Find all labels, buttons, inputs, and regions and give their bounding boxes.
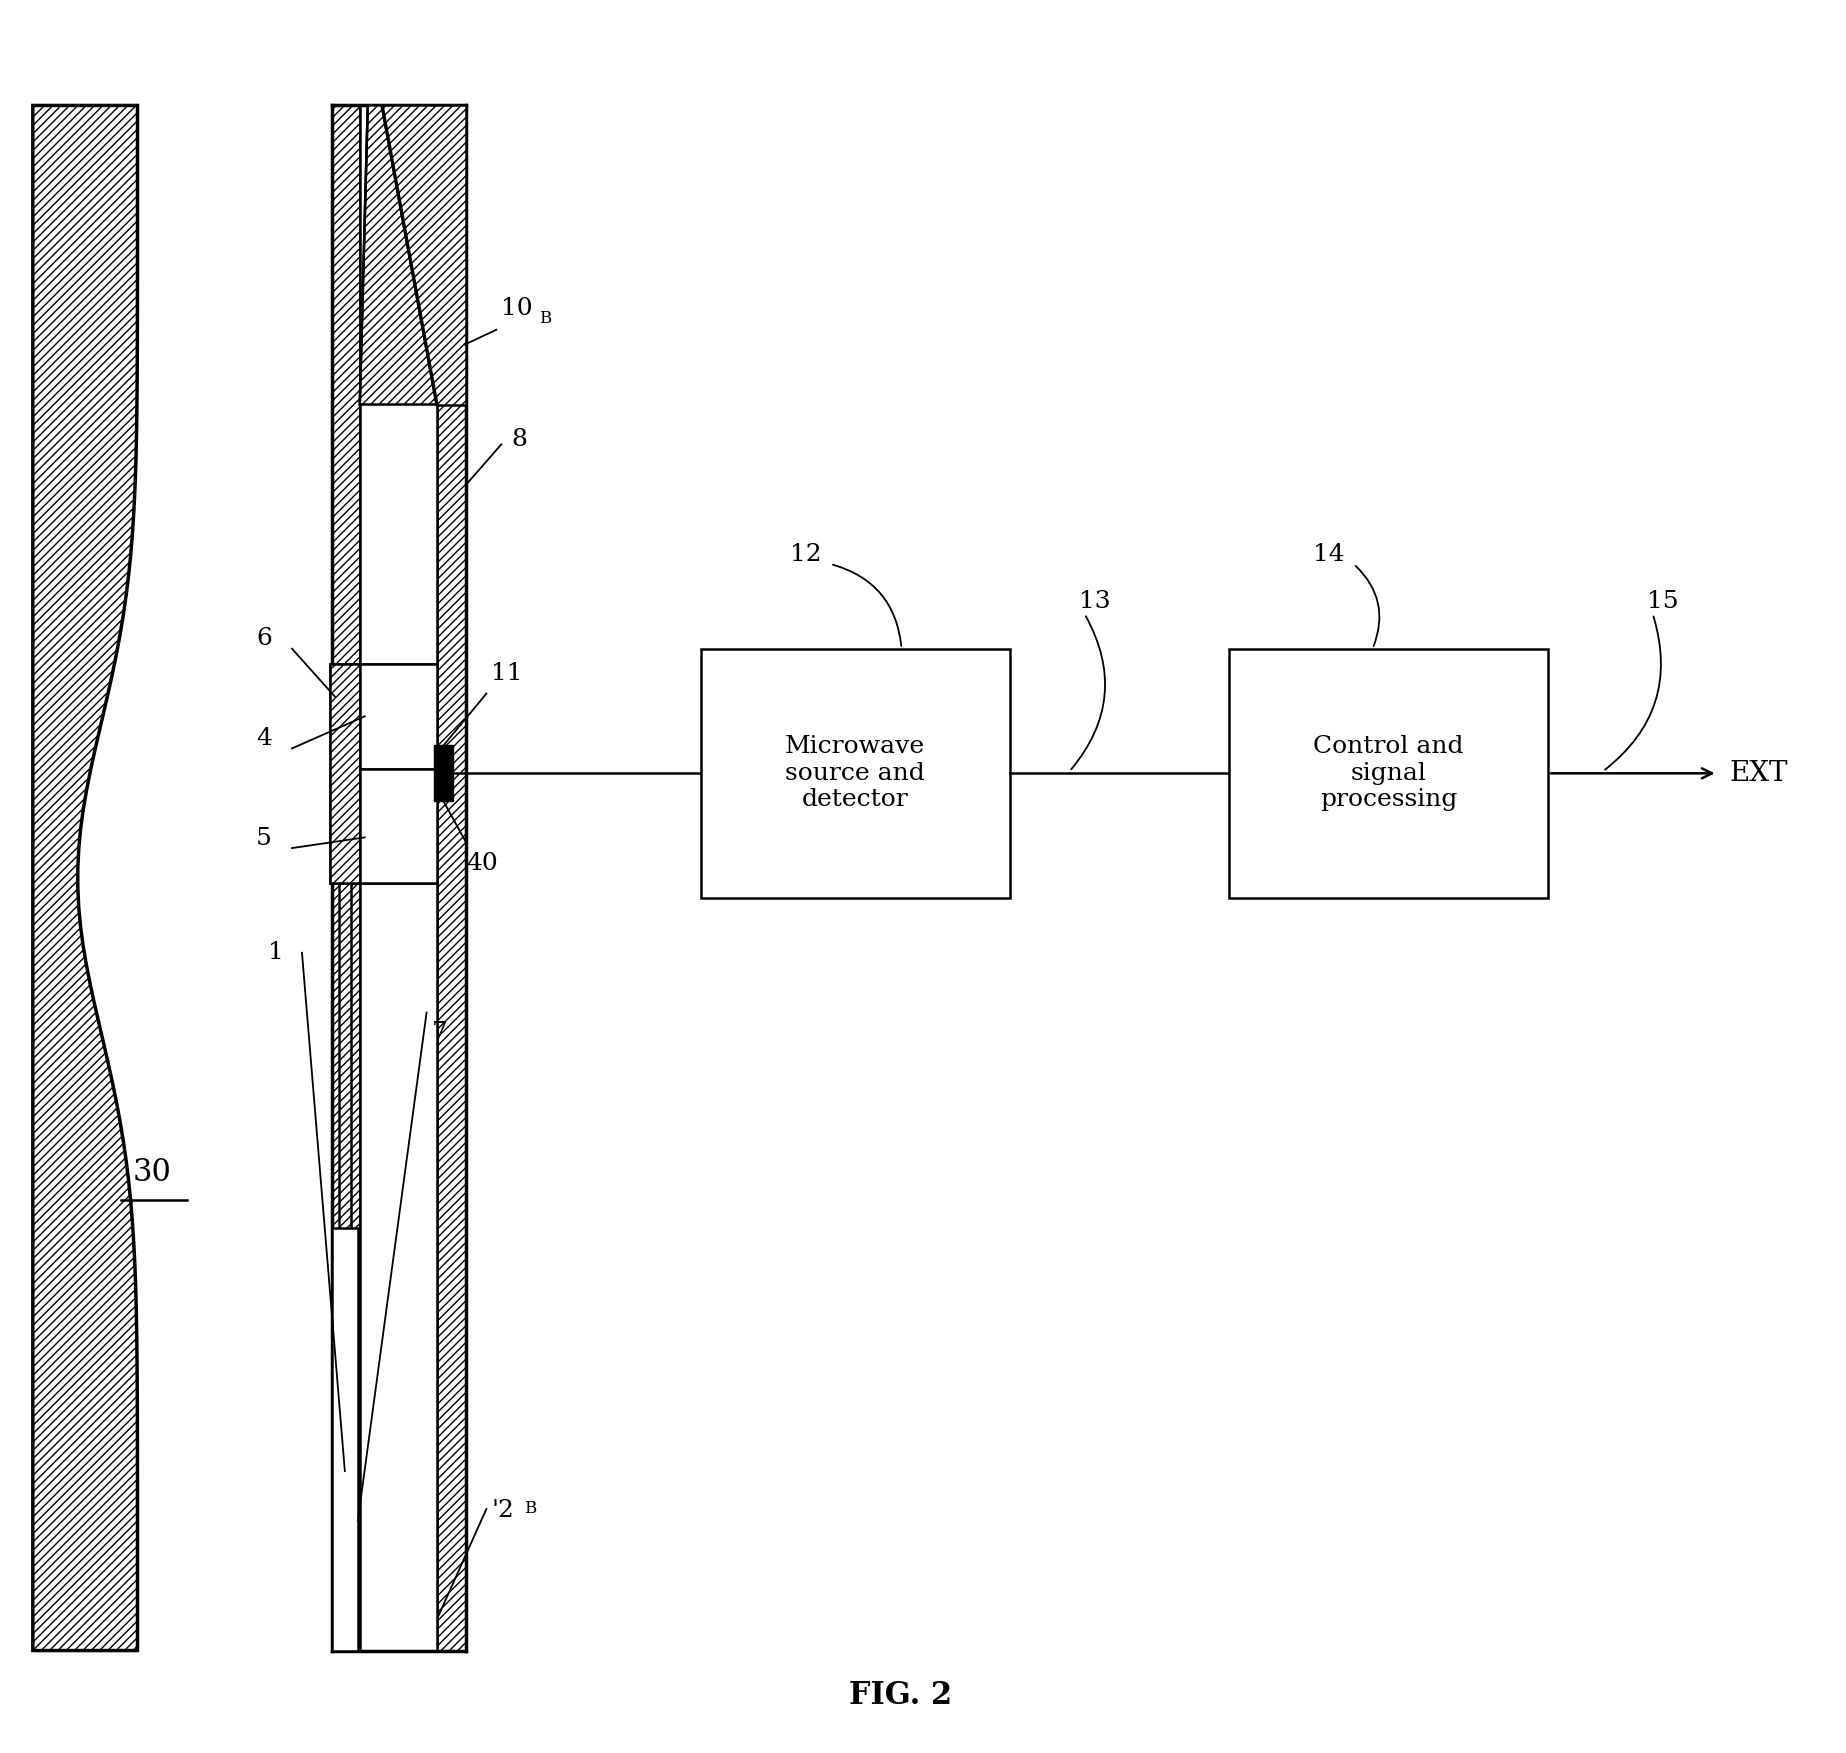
Text: 8: 8: [511, 428, 528, 451]
Bar: [332, 1229, 358, 1651]
Text: 15: 15: [1647, 591, 1678, 614]
Text: 11: 11: [491, 663, 522, 685]
Polygon shape: [33, 105, 137, 1651]
Polygon shape: [382, 105, 467, 405]
Bar: [360, 664, 436, 770]
Text: 12: 12: [790, 542, 821, 566]
Text: FIG. 2: FIG. 2: [849, 1679, 953, 1711]
Text: B: B: [539, 310, 552, 326]
Bar: [1229, 649, 1549, 898]
Text: B: B: [524, 1501, 537, 1516]
Text: Control and
signal
processing: Control and signal processing: [1313, 735, 1464, 812]
Text: 5: 5: [257, 827, 271, 850]
Text: '2: '2: [491, 1499, 515, 1523]
Text: 30: 30: [133, 1157, 172, 1187]
Text: 13: 13: [1078, 591, 1109, 614]
Text: 1: 1: [268, 941, 284, 964]
Text: 4: 4: [257, 727, 271, 750]
Bar: [434, 745, 454, 801]
Bar: [360, 105, 436, 1651]
Bar: [701, 649, 1010, 898]
Text: EXT: EXT: [1730, 759, 1789, 787]
Polygon shape: [332, 105, 360, 1651]
Text: Microwave
source and
detector: Microwave source and detector: [785, 735, 925, 812]
Bar: [360, 770, 436, 884]
Text: 40: 40: [467, 852, 498, 875]
Text: 14: 14: [1313, 542, 1344, 566]
Text: 10: 10: [502, 296, 533, 319]
Polygon shape: [360, 105, 436, 405]
Text: 6: 6: [257, 628, 271, 650]
Polygon shape: [436, 105, 467, 1651]
Polygon shape: [330, 664, 360, 884]
Text: 7: 7: [432, 1020, 447, 1045]
Bar: [330, 664, 436, 884]
